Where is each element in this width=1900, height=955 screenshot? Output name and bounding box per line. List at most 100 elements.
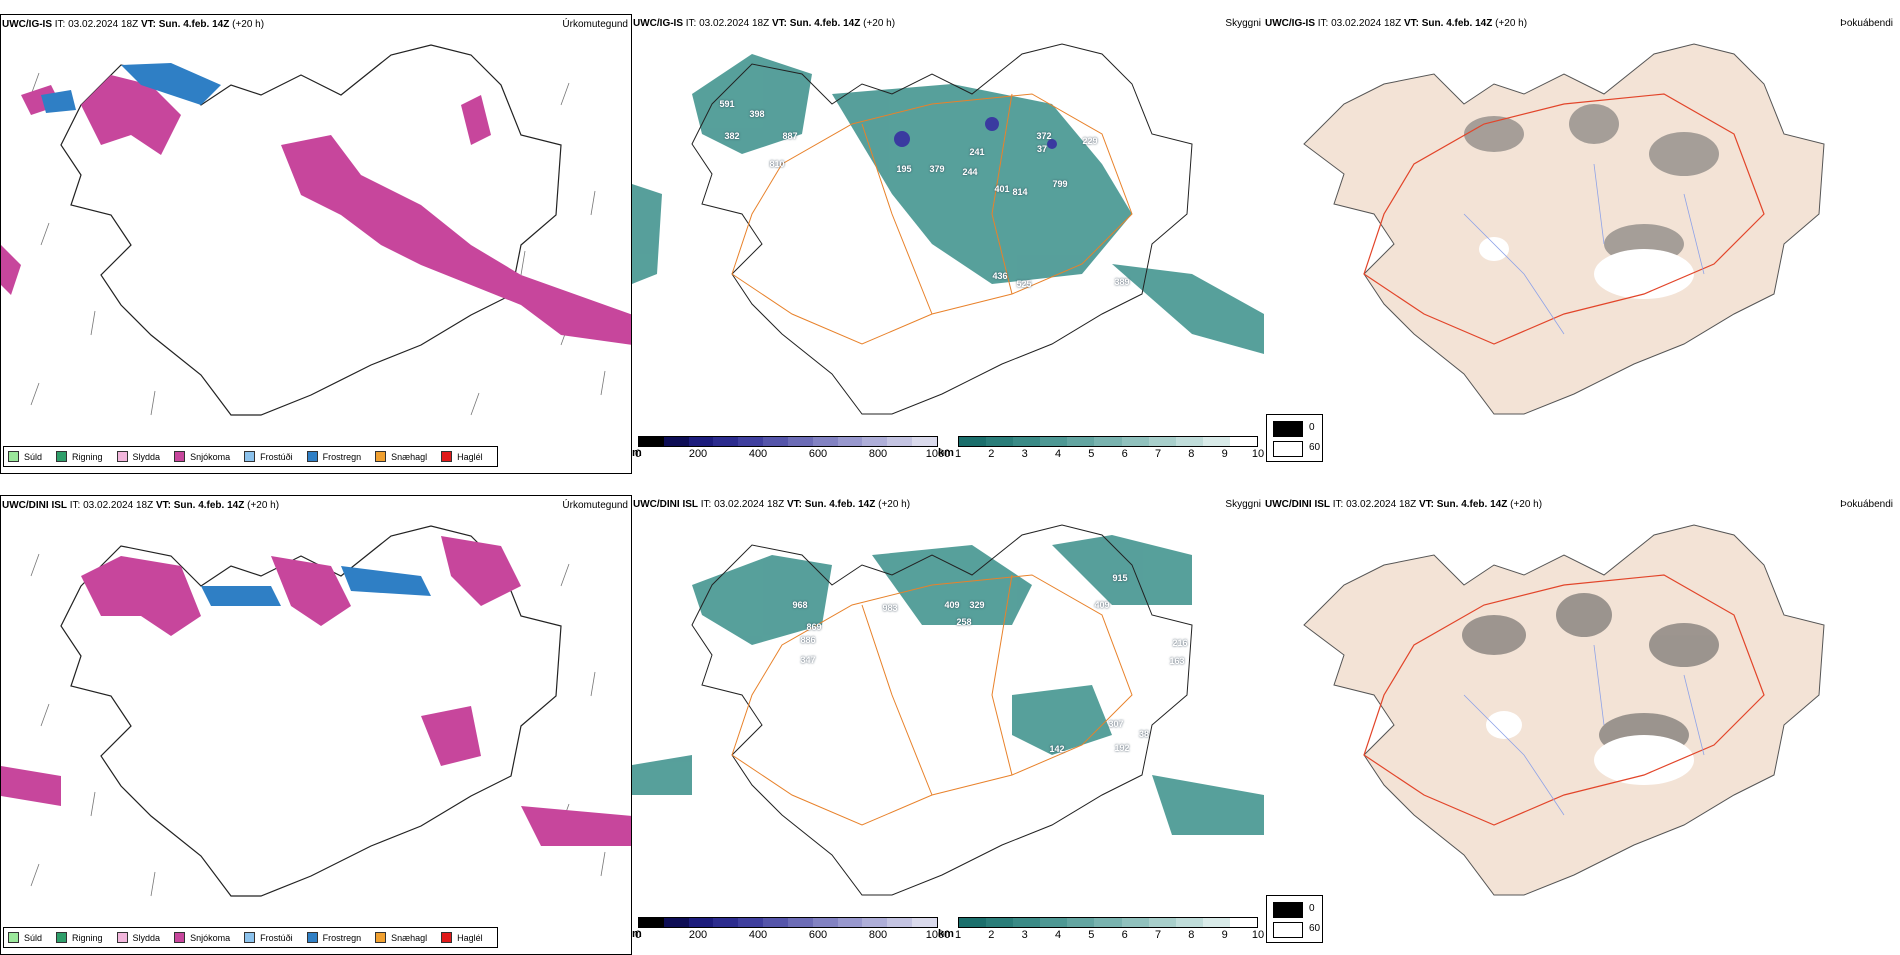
colorbar-segment <box>862 437 888 446</box>
visibility-map-1 <box>632 43 1264 415</box>
visibility-value-label: 347 <box>800 655 816 665</box>
colorbar-segment <box>713 437 739 446</box>
glaciers <box>1486 711 1694 785</box>
colorbar-segment <box>1121 437 1149 446</box>
legend-label: 60 <box>1309 442 1321 453</box>
colorbar-segment <box>639 437 664 446</box>
colorbar-ticks: 0 200 400 600 800 1000 <box>635 928 950 941</box>
legend-swatch <box>375 932 387 943</box>
colorbar-segment <box>1148 437 1176 446</box>
colorbar-segment <box>1121 918 1149 927</box>
colorbar-tick-label: 10 <box>1251 448 1265 460</box>
legend-swatch <box>441 451 453 462</box>
visibility-value-label: 436 <box>992 271 1008 281</box>
rivers <box>1463 644 1705 816</box>
legend-swatch <box>8 932 19 943</box>
colorbar-tick-label: 600 <box>808 448 828 460</box>
colorbar-segment <box>887 918 913 927</box>
colorbar-segment <box>1229 437 1258 446</box>
colorbar-segment <box>713 918 739 927</box>
colorbar-tick-label: 1000 <box>925 929 951 941</box>
fog-indicator-panel-1: UWC/IG-IS IT: 03.02.2024 18Z VT: Sun. 4.… <box>1264 14 1896 474</box>
visibility-value-label: 241 <box>969 147 985 157</box>
visibility-value-label: 915 <box>1112 573 1128 583</box>
colorbar-segment <box>986 437 1014 446</box>
visibility-value-label: 192 <box>1114 743 1130 753</box>
low-visibility-areas <box>632 535 1264 835</box>
colorbar-row <box>958 917 1258 928</box>
colorbar-segment <box>663 918 689 927</box>
colorbar-tick-label: 8 <box>1188 929 1195 941</box>
colorbar-tick-label: 200 <box>688 929 708 941</box>
iceland-land <box>1303 43 1825 415</box>
visibility-value-label: 525 <box>1016 279 1032 289</box>
colorbar-segment <box>639 918 664 927</box>
colorbar-segment <box>1094 437 1122 446</box>
terrain-spots <box>894 117 1057 149</box>
legend-item: Frostregn <box>306 451 361 462</box>
colorbar-row <box>958 436 1258 447</box>
panel-header: UWC/IG-IS IT: 03.02.2024 18Z VT: Sun. 4.… <box>1265 18 1528 29</box>
panel-header: UWC/DINI ISL IT: 03.02.2024 18Z VT: Sun.… <box>2 500 280 511</box>
visibility-value-label: 869 <box>806 622 822 632</box>
colorbar-tick-label: 4 <box>1054 929 1062 941</box>
colorbar-tick-label: 800 <box>868 929 888 941</box>
km-colorbar-2: 1 2 3 4 5 6 7 8 9 10 <box>955 917 1264 941</box>
legend-swatch <box>8 451 19 462</box>
visibility-value-label: 983 <box>882 603 898 613</box>
legend-item: Súld <box>8 451 42 462</box>
visibility-value-label: 163 <box>1169 656 1185 666</box>
colorbar-tick-label: 6 <box>1121 929 1128 941</box>
colorbar-tick-label: 9 <box>1221 448 1228 460</box>
legend-swatch-white <box>1273 441 1303 457</box>
legend-item: Haglél <box>441 451 483 462</box>
colorbar-segment <box>837 437 863 446</box>
colorbar-tick-label: 400 <box>748 448 768 460</box>
visibility-value-label: 409 <box>944 600 960 610</box>
colorbar-segment <box>763 437 788 446</box>
colorbar-segment <box>1040 437 1068 446</box>
colorbar-ticks: 1 2 3 4 5 6 7 8 9 10 <box>955 928 1264 941</box>
legend-swatch <box>244 932 256 943</box>
iceland-land <box>1303 524 1825 896</box>
legend-item: Rigning <box>56 932 103 943</box>
visibility-value-label: 810 <box>769 159 785 169</box>
colorbar-tick-label: 8 <box>1188 448 1195 460</box>
colorbar-ticks: 0 200 400 600 800 1000 <box>635 447 950 460</box>
colorbar-segment <box>738 437 764 446</box>
legend-item: Snæhagl <box>375 932 427 943</box>
colorbar-segment <box>1175 918 1203 927</box>
legend-item: Snjókoma <box>174 451 230 462</box>
colorbar-segment <box>663 437 689 446</box>
panel-title: Úrkomutegund <box>562 500 628 511</box>
km-colorbar-1: 1 2 3 4 5 6 7 8 9 10 <box>954 436 1264 460</box>
elevation-unit: m <box>632 928 642 940</box>
colorbar-segment <box>986 918 1014 927</box>
fog-shading <box>1462 593 1719 757</box>
colorbar-segment <box>912 437 937 446</box>
iceland-outline <box>691 524 1193 896</box>
colorbar-segment <box>1040 918 1068 927</box>
legend-swatch-black <box>1273 421 1303 437</box>
colorbar-tick-label: 1 <box>954 448 962 460</box>
visibility-value-label: 379 <box>929 164 945 174</box>
visibility-value-label: 244 <box>962 167 978 177</box>
colorbar-segment <box>688 918 714 927</box>
legend-swatch <box>306 932 318 943</box>
visibility-value-label: 398 <box>749 109 765 119</box>
colorbar-segment <box>959 437 987 446</box>
legend-swatch <box>174 932 186 943</box>
rivers <box>1463 163 1705 335</box>
visibility-panel-2: 968 869 886 347 983 409 329 258 915 409 216 163 142 3… <box>632 495 1264 955</box>
snow-areas <box>1 536 631 846</box>
colorbar-segment <box>912 918 937 927</box>
colorbar-tick-label: 7 <box>1154 929 1162 941</box>
visibility-value-label: 38 <box>1138 729 1150 739</box>
legend-item: Snæhagl <box>375 451 427 462</box>
legend-swatch <box>375 451 387 462</box>
visibility-value-label: 229 <box>1082 136 1098 146</box>
km-unit: km <box>938 928 954 940</box>
colorbar-segment <box>688 437 714 446</box>
legend-item: Slydda <box>116 451 160 462</box>
glaciers <box>1479 237 1694 299</box>
